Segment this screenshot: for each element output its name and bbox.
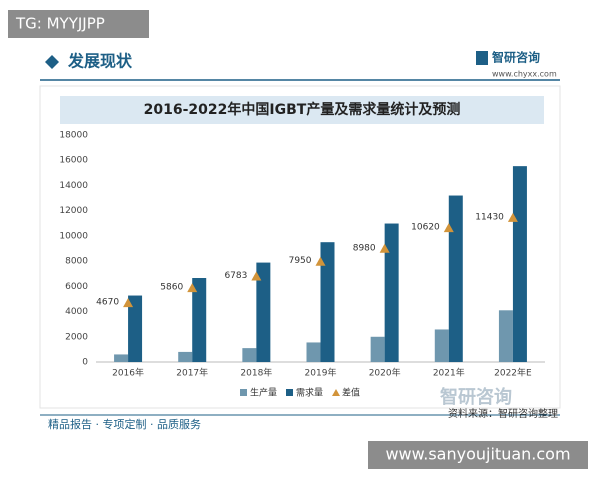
bar: [320, 242, 335, 362]
x-tick-label: 2020年: [369, 367, 401, 379]
brand-url: www.chyxx.com: [492, 70, 557, 79]
y-tick-label: 18000: [59, 131, 88, 141]
difference-marker: [251, 271, 262, 281]
legend-label: 差值: [342, 387, 360, 399]
bar: [256, 262, 271, 362]
difference-marker: [507, 212, 518, 222]
difference-label: 4670: [96, 298, 119, 308]
tag: TG: MYYJJPP: [15, 15, 105, 33]
bar: [128, 295, 143, 362]
source: 资料来源：智研咨询整理: [448, 407, 558, 420]
y-tick-label: 6000: [65, 282, 88, 292]
y-tick-label: 14000: [59, 181, 88, 191]
x-tick-label: 2018年: [240, 367, 272, 379]
chart-frame: [39, 85, 561, 409]
bar: [192, 278, 207, 362]
legend-swatch: [286, 389, 293, 396]
difference-label: 8980: [353, 243, 376, 253]
y-tick-label: 8000: [65, 257, 88, 267]
difference-label: 10620: [411, 223, 440, 233]
bar: [512, 166, 527, 362]
bar: [498, 310, 513, 362]
legend-swatch: [332, 389, 340, 396]
watermark-brand: 智研咨询: [440, 386, 512, 408]
y-tick-label: 4000: [65, 307, 88, 317]
x-tick-label: 2021年: [433, 367, 465, 379]
slogan: 精品报告 · 专项定制 · 品质服务: [48, 417, 201, 431]
bar: [370, 336, 385, 362]
y-tick-label: 0: [82, 358, 88, 368]
difference-label: 6783: [224, 271, 247, 281]
y-tick-label: 10000: [59, 231, 88, 241]
legend-label: 需求量: [296, 387, 323, 399]
chart-title: 2016-2022年中国IGBT产量及需求量统计及预测: [144, 101, 461, 118]
difference-marker: [123, 298, 134, 308]
difference-label: 5860: [160, 283, 183, 293]
difference-label: 7950: [289, 256, 312, 266]
section-title: 发展现状: [67, 52, 133, 71]
x-tick-label: 2019年: [305, 367, 337, 379]
bar: [434, 329, 449, 362]
y-tick-label: 12000: [59, 206, 88, 216]
bar: [448, 195, 463, 362]
title-bar: [60, 96, 544, 124]
site: www.sanyoujituan.com: [385, 445, 570, 464]
difference-marker: [443, 223, 454, 233]
bar: [384, 223, 399, 362]
legend-swatch: [240, 389, 247, 396]
bar: [114, 354, 129, 362]
x-tick-label: 2022年E: [494, 367, 532, 379]
bar: [306, 342, 321, 362]
brand: 智研咨询: [491, 50, 540, 65]
legend-label: 生产量: [250, 387, 277, 399]
y-tick-label: 2000: [65, 332, 88, 342]
diamond-icon: [45, 55, 59, 69]
difference-label: 11430: [475, 212, 504, 222]
brand-logo: [476, 51, 488, 65]
site-box: [368, 441, 588, 469]
bar: [178, 351, 193, 362]
x-tick-label: 2017年: [176, 367, 208, 379]
y-tick-label: 16000: [59, 156, 88, 166]
x-tick-label: 2016年: [112, 367, 144, 379]
tag-box: [8, 10, 149, 38]
difference-marker: [315, 256, 326, 266]
bar: [242, 348, 257, 362]
difference-marker: [379, 243, 390, 253]
difference-marker: [187, 283, 198, 293]
